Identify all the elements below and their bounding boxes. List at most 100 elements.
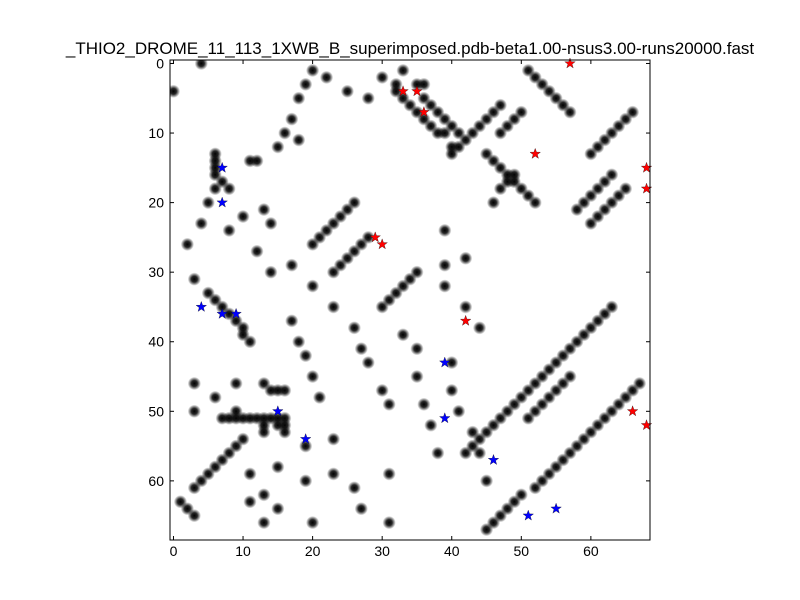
blue-star-marker [230, 307, 242, 319]
red-star-marker [369, 231, 381, 243]
red-star-marker [459, 314, 472, 326]
contact-cell [257, 488, 271, 502]
contact-cell [410, 342, 424, 356]
contact-cell [410, 265, 424, 279]
contact-cell [605, 168, 619, 182]
red-star-marker [564, 57, 576, 69]
contact-cell [236, 432, 250, 446]
contact-cell [396, 328, 410, 342]
chart-title: _THIO2_DROME_11_113_1XWB_B_superimposed.… [65, 39, 755, 58]
contact-cell [278, 425, 292, 439]
contact-cell [187, 404, 201, 418]
contact-cell [299, 349, 313, 363]
contact-cell [243, 335, 257, 349]
contact-cell [292, 91, 306, 105]
contact-cell [187, 376, 201, 391]
contact-cell [306, 369, 320, 384]
contact-cell [445, 383, 459, 398]
contact-cell [417, 397, 431, 411]
contact-cell [375, 70, 389, 84]
x-tick-label: 10 [235, 543, 251, 559]
contact-cell [493, 98, 508, 112]
contact-cell [479, 474, 494, 488]
contact-cell [299, 77, 313, 91]
y-tick-label: 20 [148, 195, 164, 211]
y-tick-label: 30 [148, 264, 164, 280]
contact-cell [173, 495, 188, 509]
blue-star-marker [216, 307, 228, 319]
contact-cell [431, 446, 445, 460]
contact-cell [626, 105, 640, 119]
contact-cell [243, 467, 257, 481]
contact-cell [285, 258, 299, 272]
contact-cell [382, 516, 396, 530]
y-axis: 0 10 20 30 40 50 60 [148, 55, 650, 489]
contact-cell [340, 84, 354, 98]
contact-cell [236, 209, 250, 224]
red-star-marker [411, 85, 423, 97]
x-axis: 0 10 20 30 40 50 60 [170, 60, 599, 559]
contact-cell [563, 105, 577, 119]
red-star-marker [376, 238, 388, 250]
red-star-marker [418, 106, 430, 117]
contact-cell [326, 300, 341, 314]
blue-star-marker [439, 412, 451, 424]
contact-cell [292, 335, 306, 349]
contact-cell [187, 272, 201, 286]
contact-cell [278, 383, 292, 398]
contact-cell [347, 321, 361, 335]
y-tick-label: 40 [148, 334, 164, 350]
red-star-marker [397, 85, 409, 97]
blue-star-marker [522, 509, 534, 521]
contact-cell [382, 397, 396, 411]
x-tick-label: 50 [514, 543, 530, 559]
contact-cell [347, 481, 361, 495]
contact-cell [285, 314, 299, 328]
marker-layer [195, 57, 653, 521]
y-tick-label: 50 [148, 403, 164, 419]
blue-star-marker [439, 356, 451, 368]
contact-cell [486, 196, 501, 210]
contact-cell [292, 133, 306, 147]
plot-frame [169, 59, 651, 541]
contact-cell [299, 439, 313, 453]
contact-cell [180, 237, 195, 251]
contact-cell [326, 432, 341, 446]
contact-cell [208, 182, 222, 196]
contact-cell [278, 126, 292, 140]
contact-cell [410, 369, 424, 384]
contact-cell [438, 223, 452, 238]
contact-cell [271, 140, 285, 154]
contact-cell [354, 342, 368, 356]
red-star-marker [626, 405, 639, 417]
contact-cell [264, 265, 278, 279]
contact-cell [375, 383, 389, 398]
contact-cell [271, 502, 285, 516]
contact-cell [361, 91, 375, 105]
contact-cell [271, 460, 285, 474]
blue-star-marker [195, 301, 207, 312]
x-tick-label: 20 [305, 543, 321, 559]
contact-cell [170, 84, 181, 98]
contact-cell [438, 279, 452, 293]
contact-cell [306, 516, 320, 530]
contact-cell [243, 495, 257, 509]
contact-cell [257, 425, 271, 439]
y-tick-label: 0 [156, 55, 164, 71]
contact-cell [229, 376, 243, 391]
blue-star-marker [550, 502, 562, 514]
plot-area [169, 57, 653, 541]
contact-cell [459, 300, 473, 314]
contact-cell [452, 404, 466, 418]
contact-cell [459, 251, 473, 265]
contact-cell [514, 105, 528, 119]
contact-cell [326, 467, 341, 481]
contact-cell [361, 356, 375, 370]
contact-cell [528, 481, 542, 495]
contact-cell [347, 196, 361, 210]
contact-cell [201, 196, 215, 210]
contact-cell [382, 467, 396, 481]
contact-cell [285, 112, 299, 126]
contact-cell [424, 418, 438, 432]
